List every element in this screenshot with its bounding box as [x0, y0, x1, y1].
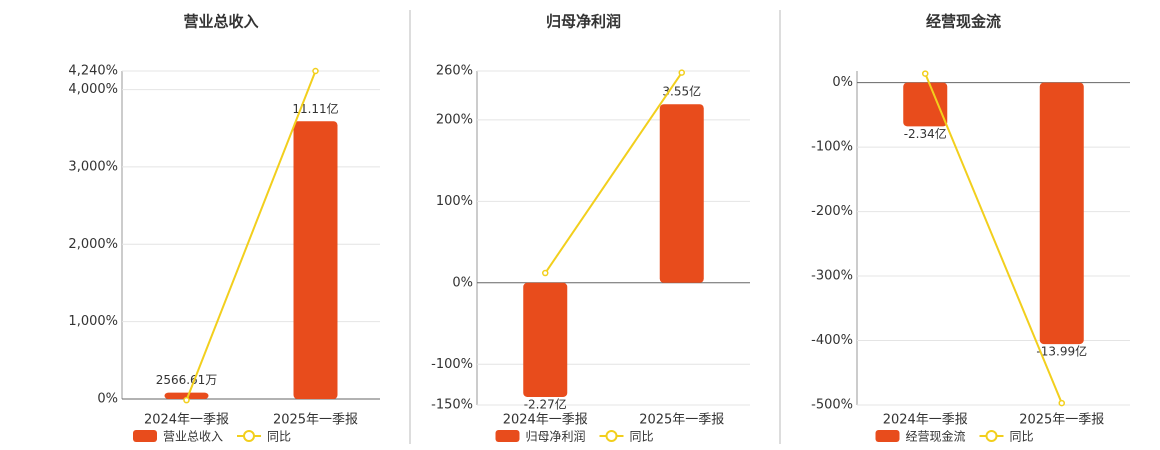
legend-swatch — [605, 430, 618, 442]
y-tick-label: -400% — [811, 333, 853, 348]
legend-label: 同比 — [267, 430, 291, 444]
line — [924, 73, 1063, 404]
data-label: -2.34亿 — [904, 126, 947, 141]
line-point — [183, 396, 190, 404]
x-tick-label: 2024年一季报 — [883, 413, 968, 428]
line — [544, 72, 683, 274]
legend-label: 同比 — [630, 430, 654, 444]
y-tick-label: 4,240% — [68, 64, 118, 79]
y-tick-label: 100% — [436, 194, 473, 209]
bar — [1039, 82, 1084, 345]
line-point — [1058, 399, 1065, 407]
legend-label: 同比 — [1010, 430, 1034, 444]
chart-title: 经营现金流 — [926, 13, 1001, 31]
x-tick-label: 2025年一季报 — [639, 413, 724, 428]
bar — [164, 392, 209, 399]
y-tick-label: 4,000% — [68, 82, 118, 97]
y-tick-label: 1,000% — [68, 314, 118, 329]
y-tick-label: 2,000% — [68, 237, 118, 252]
chart-title: 营业总收入 — [183, 13, 258, 31]
legend-swatch — [495, 430, 520, 442]
y-tick-label: -150% — [431, 398, 473, 413]
bar — [659, 104, 704, 283]
legend-label: 归母净利润 — [526, 430, 586, 444]
data-label: 11.11亿 — [292, 101, 338, 116]
legend-swatch — [243, 430, 255, 442]
legend-swatch — [133, 430, 157, 442]
data-label: -2.27亿 — [524, 396, 567, 411]
y-tick-label: -100% — [811, 140, 853, 155]
y-tick-label: 200% — [436, 112, 473, 127]
line-point — [922, 70, 929, 77]
x-tick-label: 2024年一季报 — [144, 413, 229, 428]
legend-label: 经营现金流 — [906, 429, 966, 444]
y-tick-label: 0% — [452, 275, 473, 290]
y-tick-label: 0% — [97, 392, 118, 407]
y-tick-label: -100% — [431, 357, 473, 372]
line-point — [312, 67, 319, 75]
y-tick-label: 260% — [436, 64, 473, 79]
x-tick-label: 2025年一季报 — [1019, 413, 1104, 428]
bar — [903, 82, 948, 127]
line-point — [678, 69, 685, 76]
legend-swatch — [875, 430, 900, 442]
x-tick-label: 2025年一季报 — [273, 413, 358, 428]
y-tick-label: 3,000% — [68, 159, 118, 174]
legend-label: 营业总收入 — [163, 430, 223, 444]
bar — [293, 121, 338, 399]
bar — [523, 282, 568, 397]
data-label: -13.99亿 — [1036, 344, 1087, 359]
line — [185, 70, 317, 401]
x-tick-label: 2024年一季报 — [503, 413, 588, 428]
y-tick-label: -300% — [811, 269, 853, 284]
line-point — [542, 269, 549, 277]
y-tick-label: 0% — [832, 75, 853, 90]
y-tick-label: -500% — [811, 398, 853, 413]
data-label: 2566.61万 — [156, 373, 218, 387]
chart-title: 归母净利润 — [546, 13, 621, 31]
legend-swatch — [985, 430, 998, 442]
y-tick-label: -200% — [811, 204, 853, 219]
